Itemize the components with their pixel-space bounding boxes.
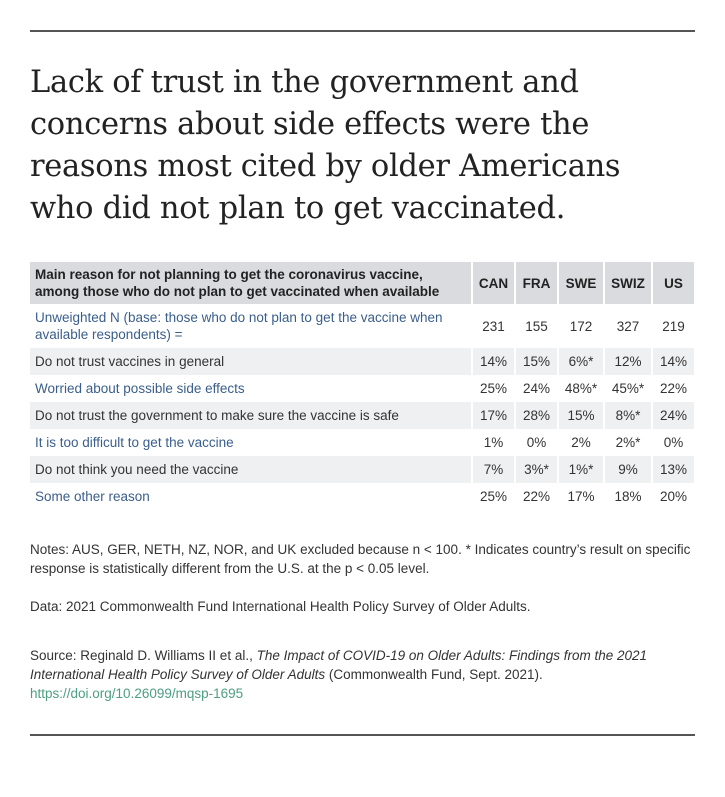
cell-swe: 17% bbox=[557, 483, 603, 510]
table-row: Do not trust vaccines in general 14% 15% 6%… bbox=[30, 348, 694, 375]
cell-swe: 1%* bbox=[557, 456, 603, 483]
cell-can: 7% bbox=[471, 456, 514, 483]
cell-can: 25% bbox=[471, 483, 514, 510]
cell-can: 17% bbox=[471, 402, 514, 429]
row-label: Do not think you need the vaccine bbox=[30, 456, 471, 483]
cell-can: 25% bbox=[471, 375, 514, 402]
cell-can: 1% bbox=[471, 429, 514, 456]
table-row: Worried about possible side effects 25% 24… bbox=[30, 375, 694, 402]
doi-link[interactable]: https://doi.org/10.26099/mqsp-1695 bbox=[30, 686, 244, 701]
table-row: Do not think you need the vaccine 7% 3%* 1%… bbox=[30, 456, 694, 483]
table-row: Unweighted N (base: those who do not pla… bbox=[30, 304, 694, 348]
column-header: FRA bbox=[514, 262, 557, 304]
cell-swe: 2% bbox=[557, 429, 603, 456]
notes: Notes: AUS, GER, NETH, NZ, NOR, and UK e… bbox=[30, 542, 691, 576]
source-suffix: (Commonwealth Fund, Sept. 2021). bbox=[325, 667, 543, 682]
row-label: Do not trust the government to make sure… bbox=[30, 402, 471, 429]
cell-swiz: 12% bbox=[603, 348, 651, 375]
source-prefix: Source: Reginald D. Williams II et al., bbox=[30, 648, 257, 663]
cell-fra: 24% bbox=[514, 375, 557, 402]
cell-swe: 172 bbox=[557, 304, 603, 348]
page-title: Lack of trust in the government and conc… bbox=[30, 65, 621, 226]
cell-swiz: 45%* bbox=[603, 375, 651, 402]
cell-swiz: 8%* bbox=[603, 402, 651, 429]
bottom-divider bbox=[30, 734, 695, 736]
cell-us: 0% bbox=[651, 429, 694, 456]
cell-fra: 3%* bbox=[514, 456, 557, 483]
column-header: US bbox=[651, 262, 694, 304]
source-title: The Impact of COVID-19 on Older Adults: … bbox=[30, 648, 648, 682]
cell-fra: 22% bbox=[514, 483, 557, 510]
cell-swe: 15% bbox=[557, 402, 603, 429]
row-label: Unweighted N (base: those who do not pla… bbox=[35, 310, 443, 342]
cell-can: 231 bbox=[471, 304, 514, 348]
column-header: CAN bbox=[471, 262, 514, 304]
cell-fra: 28% bbox=[514, 402, 557, 429]
table-header-row: Main reason for not planning to get the … bbox=[30, 262, 694, 304]
table-row: It is too difficult to get the vaccine 1%… bbox=[30, 429, 694, 456]
cell-swiz: 9% bbox=[603, 456, 651, 483]
column-header: SWE bbox=[557, 262, 603, 304]
cell-fra: 155 bbox=[514, 304, 557, 348]
cell-swe: 6%* bbox=[557, 348, 603, 375]
source-citation: Source: Reginald D. Williams II et al., … bbox=[30, 646, 670, 703]
cell-fra: 0% bbox=[514, 429, 557, 456]
cell-us: 14% bbox=[651, 348, 694, 375]
cell-us: 22% bbox=[651, 375, 694, 402]
data-source-line: Data: 2021 Commonwealth Fund Internation… bbox=[30, 599, 531, 614]
top-divider bbox=[30, 30, 695, 32]
row-label: Some other reason bbox=[35, 489, 150, 504]
cell-us: 24% bbox=[651, 402, 694, 429]
data-table: Main reason for not planning to get the … bbox=[30, 262, 694, 510]
cell-fra: 15% bbox=[514, 348, 557, 375]
table-row: Do not trust the government to make sure… bbox=[30, 402, 694, 429]
cell-us: 13% bbox=[651, 456, 694, 483]
cell-swiz: 18% bbox=[603, 483, 651, 510]
row-label: It is too difficult to get the vaccine bbox=[35, 435, 234, 450]
cell-can: 14% bbox=[471, 348, 514, 375]
table-row: Some other reason 25% 22% 17% 18% 20% bbox=[30, 483, 694, 510]
cell-swiz: 2%* bbox=[603, 429, 651, 456]
row-label: Do not trust vaccines in general bbox=[30, 348, 471, 375]
column-header: SWIZ bbox=[603, 262, 651, 304]
header-label: Main reason for not planning to get the … bbox=[30, 262, 471, 304]
row-label: Worried about possible side effects bbox=[35, 381, 245, 396]
cell-swe: 48%* bbox=[557, 375, 603, 402]
cell-swiz: 327 bbox=[603, 304, 651, 348]
cell-us: 219 bbox=[651, 304, 694, 348]
cell-us: 20% bbox=[651, 483, 694, 510]
